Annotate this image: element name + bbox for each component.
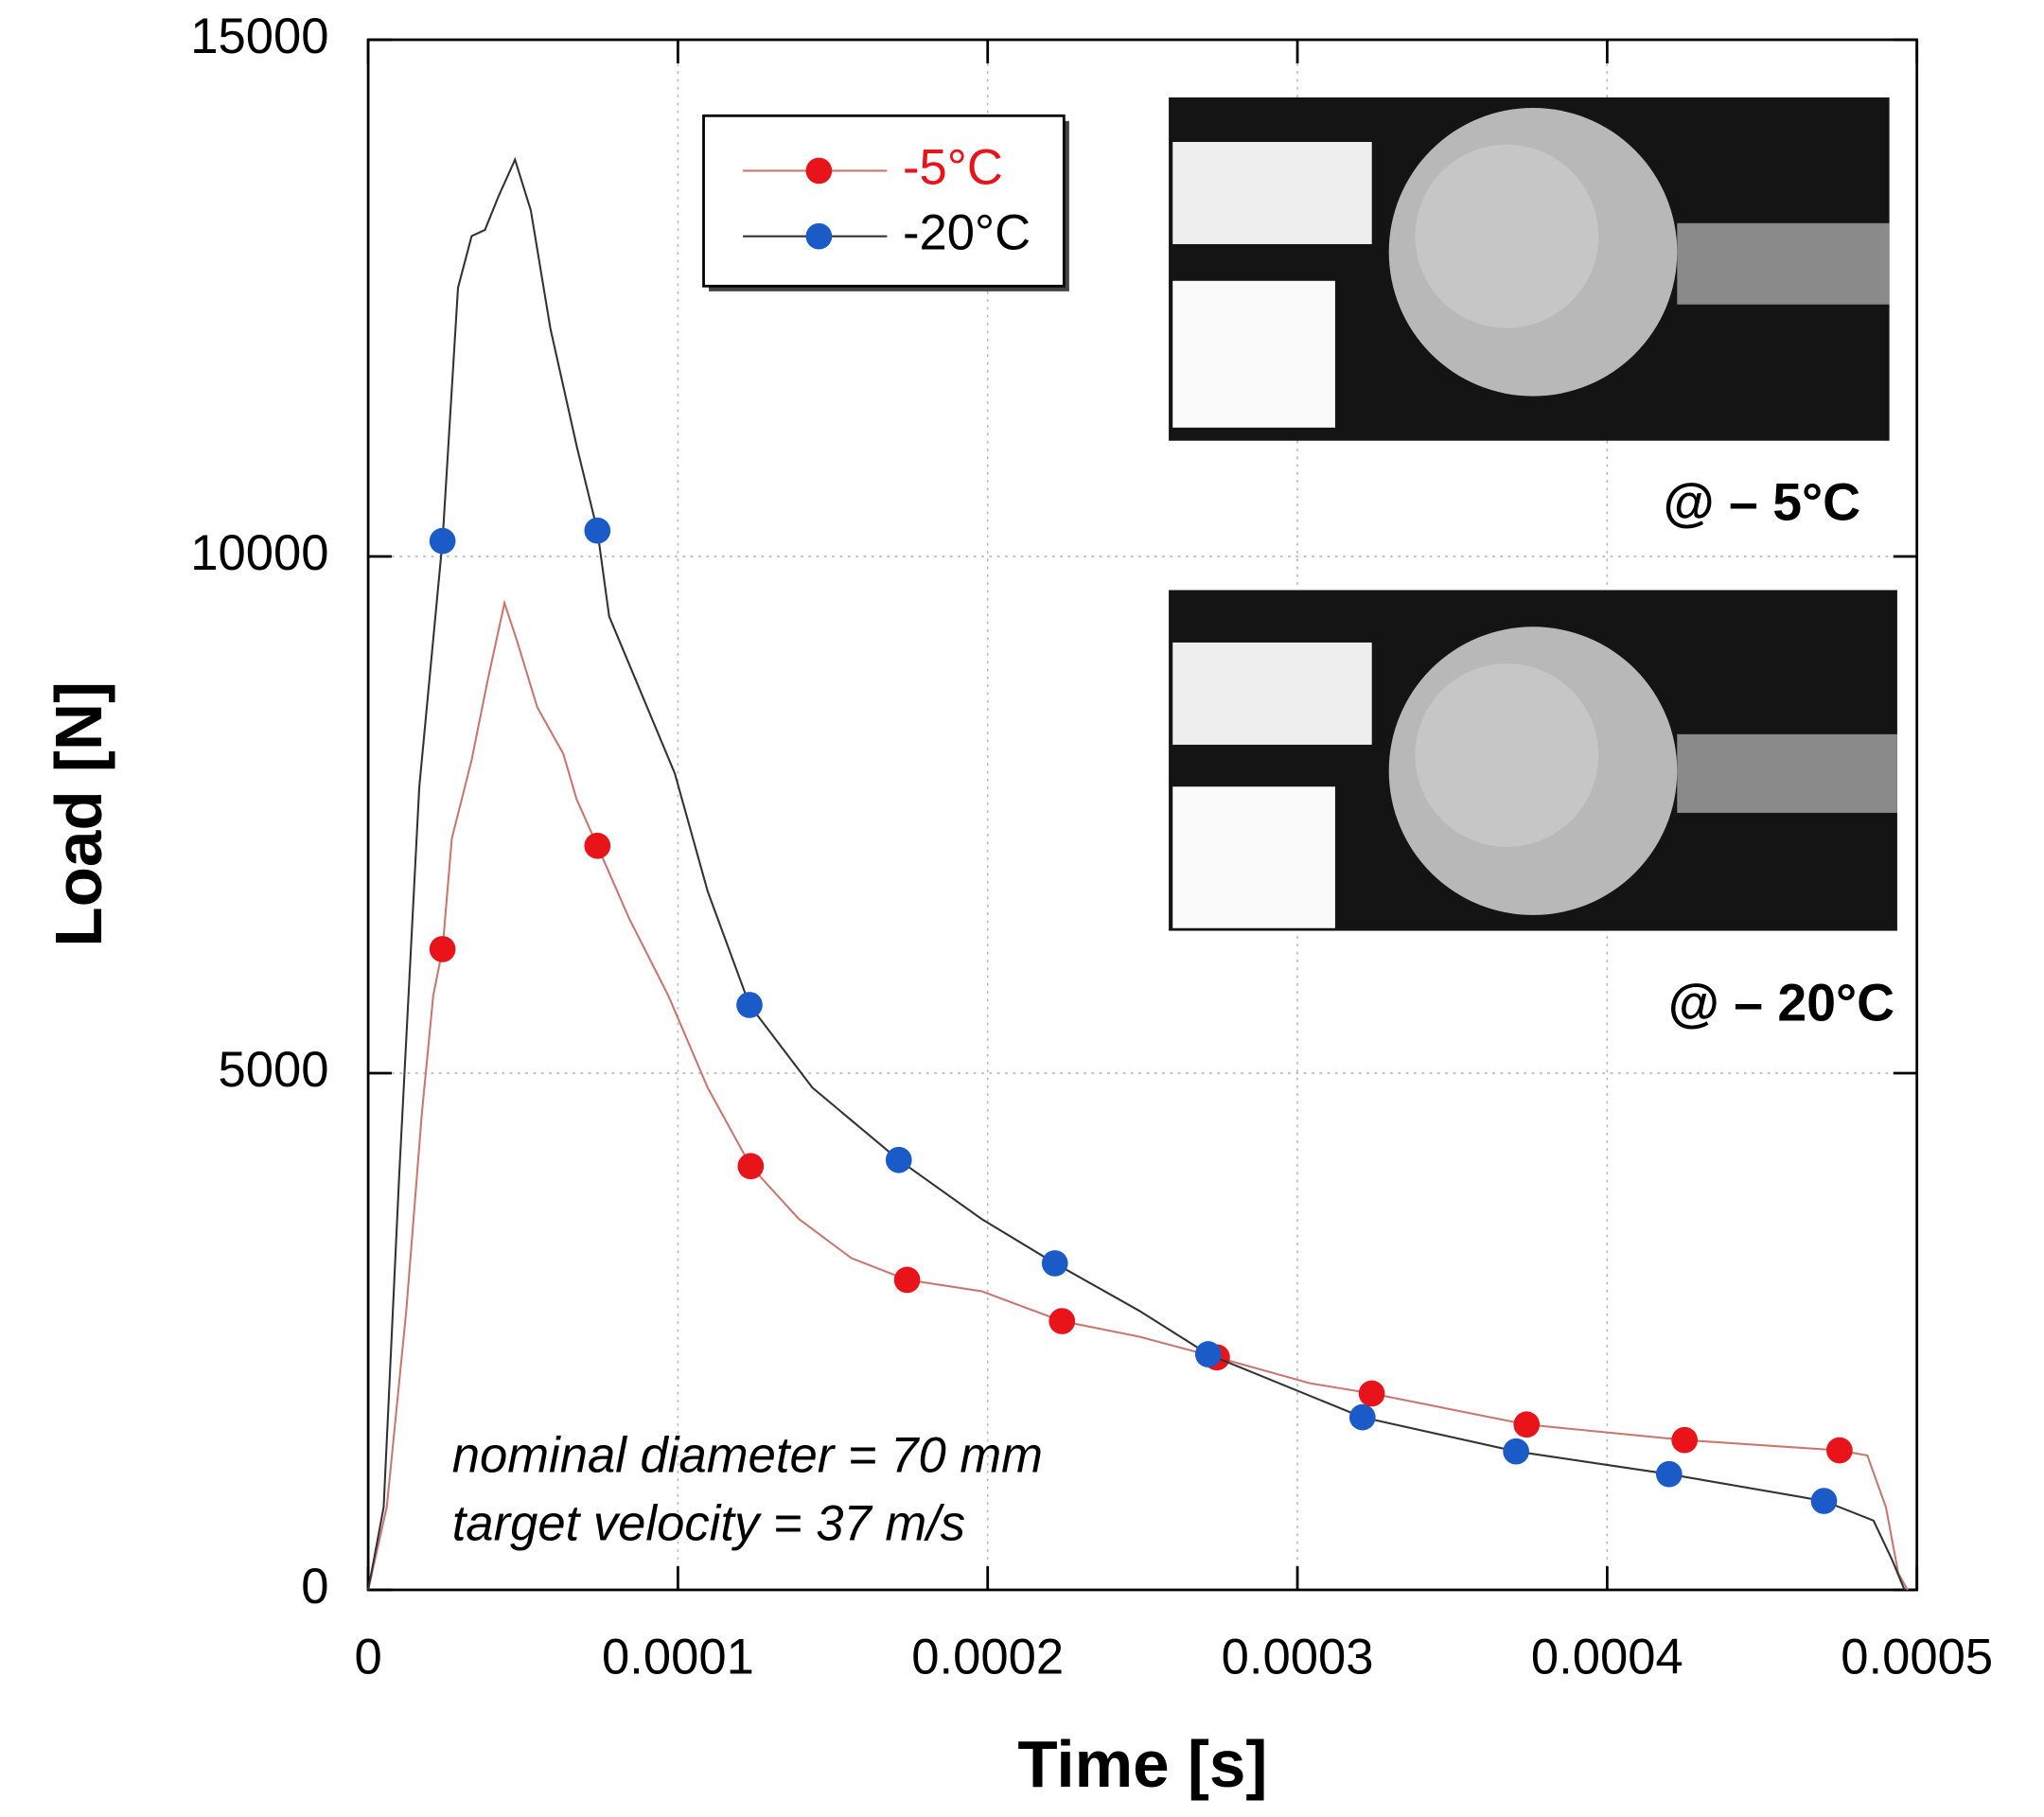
series-line xyxy=(367,156,1906,1591)
data-point xyxy=(1655,1460,1683,1488)
x-tick-label: 0 xyxy=(354,1630,381,1685)
data-point xyxy=(893,1266,921,1294)
data-point xyxy=(885,1146,912,1173)
x-axis-label: Time [s] xyxy=(1017,1727,1267,1801)
data-point xyxy=(429,936,456,962)
x-tick-label: 0.0004 xyxy=(1531,1630,1683,1685)
image-label: @ – 5°C xyxy=(1664,473,1861,532)
photo-top xyxy=(1169,97,1890,441)
data-point xyxy=(1194,1341,1222,1367)
annotation: nominal diameter = 70 mm xyxy=(452,1427,1043,1483)
data-point xyxy=(1358,1380,1385,1407)
photo-bottom xyxy=(1169,590,1897,931)
data-point xyxy=(736,992,763,1018)
data-point xyxy=(1513,1411,1541,1438)
data-point xyxy=(429,527,456,555)
x-tick-label: 0.0001 xyxy=(602,1630,754,1685)
plot-frame xyxy=(366,38,1919,1592)
y-axis-label: Load [N] xyxy=(42,681,115,947)
data-point xyxy=(1348,1403,1376,1431)
data-point xyxy=(1503,1438,1529,1465)
data-point xyxy=(1041,1250,1068,1277)
y-tick-label: 0 xyxy=(301,1559,328,1614)
x-tick-label: 0.0003 xyxy=(1222,1630,1374,1685)
data-point xyxy=(1826,1437,1853,1464)
series-line xyxy=(367,599,1909,1591)
y-tick-label: 5000 xyxy=(218,1042,328,1098)
data-point xyxy=(1810,1488,1838,1514)
legend-label: -20°C xyxy=(903,205,1031,261)
y-tick-label: 10000 xyxy=(190,525,328,581)
x-tick-label: 0.0005 xyxy=(1841,1630,1993,1685)
annotation: target velocity = 37 m/s xyxy=(452,1495,965,1551)
legend-label: -5°C xyxy=(903,139,1003,195)
legend-marker xyxy=(805,157,833,185)
legend-box xyxy=(702,114,1066,288)
data-point xyxy=(584,832,611,859)
data-point xyxy=(1671,1426,1699,1454)
data-point xyxy=(737,1153,765,1180)
data-point xyxy=(1048,1308,1076,1334)
legend-marker xyxy=(805,222,833,250)
y-tick-label: 15000 xyxy=(190,9,328,64)
image-label: @ – 20°C xyxy=(1668,973,1894,1032)
x-tick-label: 0.0002 xyxy=(911,1630,1064,1685)
data-point xyxy=(584,517,611,544)
